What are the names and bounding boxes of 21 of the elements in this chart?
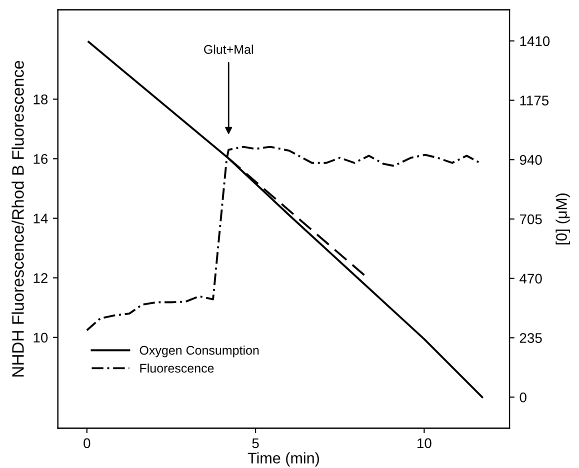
y-axis-title: NHDH Fluorescence/Rhod B Fluorescence — [12, 60, 24, 377]
y2-tick-label: 470 — [520, 274, 542, 284]
x-axis-title: Time (min) — [248, 452, 319, 467]
y2-tick-label: 705 — [520, 214, 542, 224]
legend-label: Fluorescence — [140, 363, 214, 373]
x-tick-label: 10 — [418, 438, 432, 448]
y-tick-label: 14 — [34, 214, 48, 224]
y2-tick-label: 1410 — [520, 36, 550, 46]
y-tick-label: 18 — [34, 94, 48, 104]
legend-label: Oxygen Consumption — [140, 346, 259, 358]
y2-tick-label: 940 — [520, 154, 542, 165]
y-tick-label: 10 — [34, 332, 48, 343]
y2-tick-label: 0 — [520, 392, 526, 402]
x-tick-label: 5 — [252, 438, 259, 448]
y-tick-label: 16 — [34, 154, 48, 164]
y2-tick-label: 235 — [520, 333, 542, 343]
y2-axis-title: [0] (μM) — [556, 194, 570, 244]
y-tick-label: 12 — [34, 273, 48, 283]
x-tick-label: 0 — [84, 438, 90, 448]
annotation: Glut+Mal — [204, 44, 253, 54]
y2-tick-label: 1175 — [520, 96, 549, 106]
